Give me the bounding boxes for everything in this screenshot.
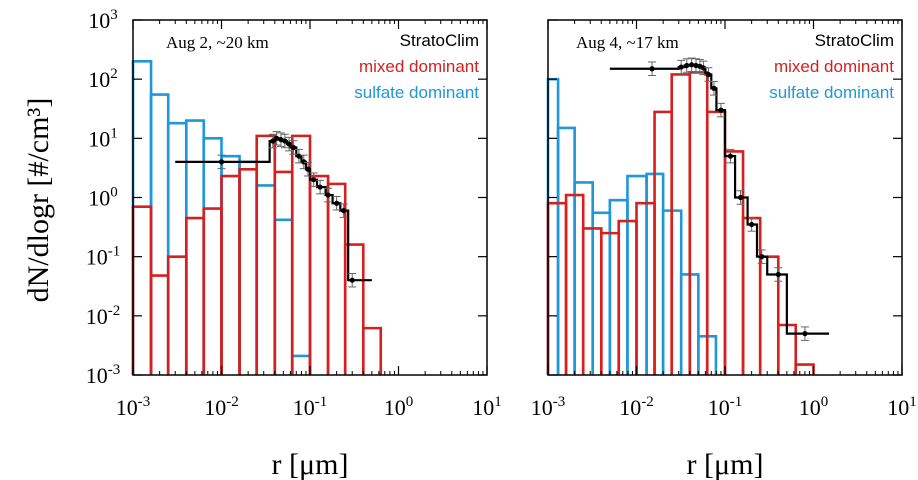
stratoclim-point-0 [218, 159, 225, 165]
mixed-bin-10 [308, 174, 330, 375]
sulfate-bin-4 [202, 137, 223, 375]
stratoclim-point-4 [693, 62, 699, 69]
x-tick-label: 10-3 [531, 394, 566, 420]
mixed-bin-8 [273, 170, 294, 375]
stratoclim-point-14 [341, 208, 347, 214]
legend-entry-0: StratoClim [400, 31, 479, 50]
stratoclim-point-7 [296, 153, 302, 159]
panel-right: 10-3 10-2 10-1 100 101 r [μm] Aug 4, ~17 km Str… [531, 19, 917, 480]
stratoclim-point-14 [775, 271, 781, 278]
x-axis-title: r [μm] [272, 448, 349, 480]
x-tick-label: 10-1 [708, 394, 743, 420]
stratoclim-point-10 [311, 177, 317, 183]
sulfate-bin-3 [184, 119, 206, 375]
y-tick-label: 100 [88, 185, 118, 211]
panel-left: 10-3 10-2 10-1 100 101 10-3 10-2 10-1 100 101 102 1… [86, 7, 502, 480]
sulfate-bin-0 [131, 60, 153, 375]
legend-entry-1: mixed dominant [774, 57, 894, 76]
stratoclim-point-1 [270, 138, 276, 144]
sulfate-bin-6 [238, 160, 259, 375]
sulfate-bin-0 [546, 77, 560, 375]
stratoclim-point-8 [711, 85, 717, 91]
date-label: Aug 2, ~20 km [166, 33, 269, 52]
stratoclim-point-2 [274, 135, 280, 141]
mixed-bin-0 [131, 205, 153, 375]
y-tick-label: 10-3 [86, 362, 121, 388]
stratoclim-point-12 [749, 221, 755, 228]
stratoclim-point-2 [684, 62, 690, 69]
y-tick-label: 102 [88, 66, 118, 92]
sulfate-bin-8 [273, 218, 294, 375]
stratoclim-point-10 [727, 153, 733, 159]
stratoclim-point-15 [349, 277, 355, 283]
y-tick-label: 103 [88, 7, 118, 33]
stratoclim-point-5 [286, 141, 292, 147]
mixed-bin-6 [238, 167, 259, 375]
legend-entry-1: mixed dominant [359, 57, 479, 76]
x-tick-label: 10-3 [116, 394, 151, 420]
stratoclim-point-15 [802, 331, 808, 337]
mixed-bin-5 [220, 174, 241, 375]
mixed-bin-7 [255, 134, 277, 375]
sulfate-bin-7 [255, 184, 277, 375]
stratoclim-point-6 [290, 144, 297, 151]
stratoclim-point-7 [705, 71, 712, 78]
mixed-bin-3 [184, 216, 206, 375]
x-tick-label: 10-2 [619, 394, 654, 420]
x-tick-label: 100 [799, 394, 829, 420]
x-axis-title: r [μm] [687, 448, 764, 480]
mixed-bin-12 [758, 255, 780, 375]
legend-entry-0: StratoClim [815, 31, 894, 50]
x-tick-label: 101 [472, 394, 502, 420]
x-tick-label: 101 [887, 394, 917, 420]
y-tick-label: 101 [88, 125, 118, 151]
stratoclim-point-4 [282, 138, 288, 144]
legend-entry-2: sulfate dominant [769, 83, 894, 102]
stratoclim-point-0 [649, 66, 655, 72]
stratoclim-point-1 [678, 64, 684, 70]
y-tick-label: 10-1 [86, 244, 121, 270]
stratoclim-point-11 [737, 194, 744, 201]
x-tick-label: 10-1 [293, 394, 328, 420]
mixed-bin-1 [149, 274, 170, 375]
mixed-bin-4 [202, 207, 223, 375]
x-tick-label: 10-2 [204, 394, 239, 420]
x-tick-label: 100 [384, 394, 414, 420]
sulfate-bin-1 [149, 93, 170, 375]
date-label: Aug 4, ~17 km [576, 33, 679, 52]
stratoclim-point-11 [317, 184, 323, 190]
mixed-bin-12 [343, 243, 365, 375]
stratoclim-point-13 [334, 200, 340, 206]
stratoclim-point-12 [325, 192, 331, 198]
stratoclim-step-line [609, 63, 830, 335]
mixed-bin-13 [361, 326, 383, 375]
sulfate-bin-5 [220, 154, 241, 375]
y-axis-title: dN/dlogr [#/cm³] [22, 98, 55, 303]
stratoclim-point-8 [301, 159, 307, 165]
stratoclim-point-9 [305, 166, 311, 172]
stratoclim-point-13 [759, 254, 765, 260]
stratoclim-point-9 [718, 107, 724, 113]
stratoclim-point-3 [689, 62, 695, 68]
stratoclim-point-6 [700, 65, 706, 71]
y-tick-label: 10-2 [86, 303, 121, 329]
legend-entry-2: sulfate dominant [354, 83, 479, 102]
mixed-bin-2 [166, 255, 188, 375]
